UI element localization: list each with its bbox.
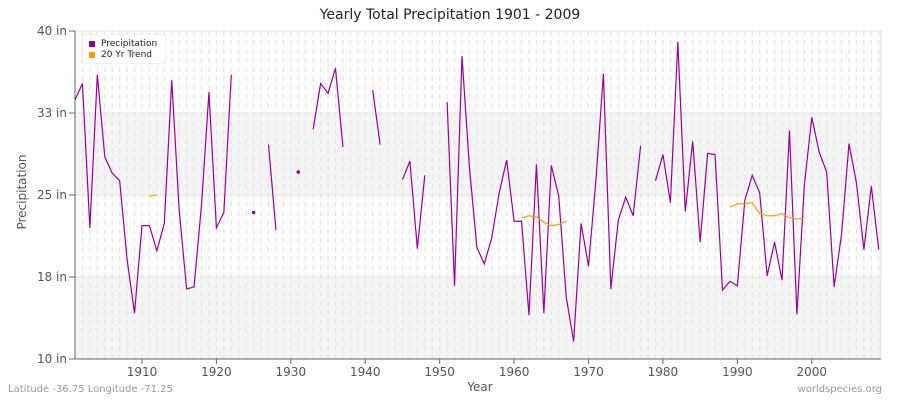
legend-item-precipitation: Precipitation	[89, 38, 157, 49]
trend-swatch-icon	[89, 51, 95, 58]
legend-label: Precipitation	[101, 38, 158, 49]
legend: Precipitation 20 Yr Trend	[83, 35, 166, 63]
x-axis-label: Year	[467, 380, 493, 394]
svg-text:1960: 1960	[499, 365, 530, 379]
chart-title: Yearly Total Precipitation 1901 - 2009	[319, 7, 581, 23]
svg-text:1950: 1950	[424, 365, 455, 379]
svg-text:18 in: 18 in	[37, 270, 67, 284]
source-credit: worldspecies.org	[797, 384, 882, 395]
precipitation-swatch-icon	[89, 40, 95, 47]
svg-text:33 in: 33 in	[37, 106, 67, 120]
svg-text:1920: 1920	[201, 365, 232, 379]
legend-item-trend: 20 Yr Trend	[89, 49, 157, 60]
svg-text:10 in: 10 in	[37, 352, 67, 366]
svg-text:2000: 2000	[797, 365, 828, 379]
coordinates-caption: Latitude -36.75 Longitude -71.25	[8, 384, 173, 395]
svg-text:1930: 1930	[276, 365, 307, 379]
legend-label: 20 Yr Trend	[101, 49, 153, 60]
svg-text:1910: 1910	[127, 365, 158, 379]
svg-text:25 in: 25 in	[37, 188, 67, 202]
svg-text:1970: 1970	[573, 365, 604, 379]
svg-text:1990: 1990	[722, 365, 753, 379]
svg-text:1940: 1940	[350, 365, 381, 379]
svg-text:1980: 1980	[648, 365, 679, 379]
y-axis-label: Precipitation	[15, 154, 29, 230]
svg-text:40 in: 40 in	[37, 24, 67, 38]
